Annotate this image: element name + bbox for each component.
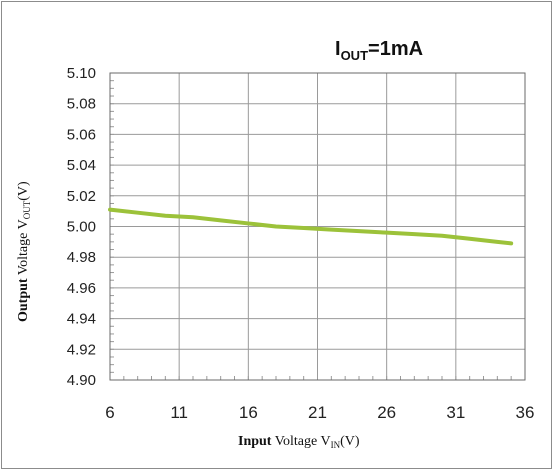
y-tick-label: 5.06 [67,126,96,143]
y-axis-label-main: Voltage V [16,219,31,278]
chart-title: IOUT=1mA [335,38,423,63]
y-tick-label: 4.96 [67,280,96,297]
y-tick-label: 4.98 [67,249,96,266]
y-tick-label: 4.94 [67,311,96,328]
y-axis-label-bold: Output [16,278,31,322]
y-tick-label: 4.92 [67,341,96,358]
chart-title-main: I [335,38,341,60]
chart-title-rest: =1mA [368,38,423,60]
x-tick-label: 36 [516,403,535,422]
x-axis-label: Input Voltage VIN(V) [238,434,360,450]
y-tick-label: 5.10 [67,65,96,82]
grid [109,72,526,381]
y-axis-label-sub: OUT [22,200,32,219]
y-tick-label: 5.00 [67,219,96,236]
x-axis-label-main: Voltage V [271,434,330,449]
x-tick-label: 31 [446,403,465,422]
y-tick-label: 4.90 [67,372,96,389]
y-tick-label: 5.04 [67,157,96,174]
x-tick-label: 21 [308,403,327,422]
x-tick-label: 26 [377,403,396,422]
y-tick-label: 5.08 [67,96,96,113]
y-axis-label-unit: (V) [16,181,31,201]
x-tick-labels: 6 11 16 21 26 31 36 [105,403,534,422]
series-line [108,207,514,246]
y-axis-label: Output Voltage VOUT(V) [16,181,32,322]
y-tick-label: 5.02 [67,188,96,205]
chart-title-sub: OUT [341,48,369,63]
x-tick-label: 11 [170,403,188,422]
plot-area [109,72,526,381]
y-tick-labels: 5.10 5.08 5.06 5.04 5.02 5.00 4.98 4.96 4.94 4.92… [67,65,96,389]
x-axis-label-unit: (V) [340,434,360,449]
x-tick-label: 6 [105,403,114,422]
series [108,207,514,246]
x-axis-label-sub: IN [331,440,341,450]
x-tick-label: 16 [239,403,258,422]
x-axis-label-bold: Input [238,434,272,449]
